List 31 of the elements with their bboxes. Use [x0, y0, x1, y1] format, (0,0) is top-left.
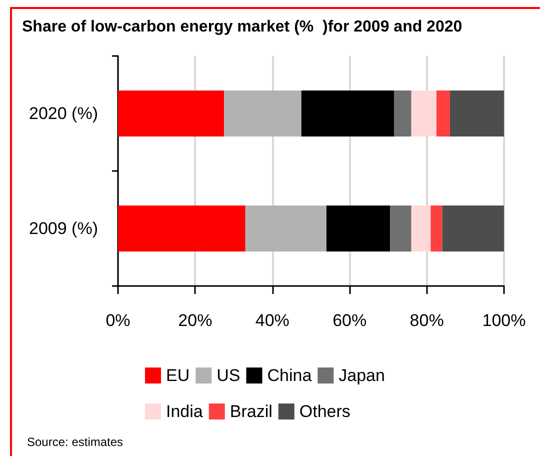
x-tick-label: 40% [255, 311, 290, 330]
legend-label: Others [299, 402, 350, 421]
x-tick-label: 60% [332, 311, 367, 330]
x-tick-label: 80% [410, 311, 444, 330]
bar [245, 206, 326, 252]
bar [118, 90, 224, 136]
x-tick-label: 0% [106, 311, 130, 330]
legend-label: Brazil [230, 402, 272, 421]
x-tick-label: 100% [482, 311, 526, 330]
legend-label: EU [166, 366, 190, 385]
legend-label: Japan [338, 366, 385, 385]
bar [390, 206, 412, 252]
bar [326, 206, 390, 252]
bar [301, 90, 394, 136]
legend-label: China [267, 366, 312, 385]
x-tick-label: 20% [178, 311, 212, 330]
bar [430, 206, 442, 252]
y-tick-label: 2020 (%) [29, 104, 98, 123]
legend-label: US [216, 366, 240, 385]
legend-label: India [166, 402, 204, 421]
bar [224, 90, 302, 136]
bar [436, 90, 450, 136]
source-note: Source: estimates [27, 435, 124, 449]
y-tick-label: 2009 (%) [29, 219, 98, 238]
bar [450, 90, 504, 136]
bar [118, 206, 246, 252]
bar [411, 90, 436, 136]
bar [411, 206, 431, 252]
bar [394, 90, 412, 136]
chart-title: Share of low-carbon energy market (% )for 2009 and 2020 [22, 18, 462, 36]
bar [442, 206, 504, 252]
